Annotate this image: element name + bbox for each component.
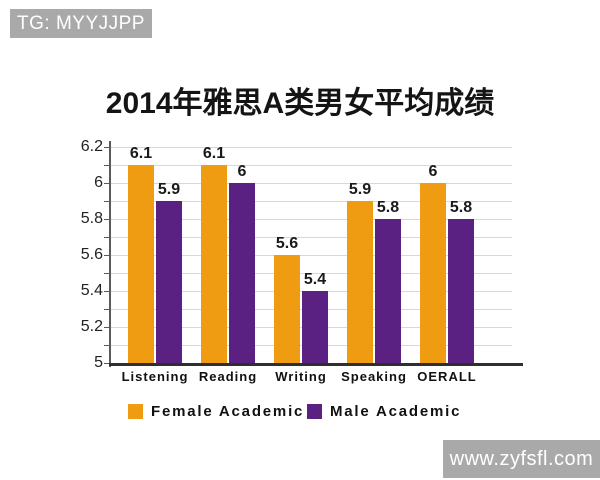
bar-value-label: 5.6 <box>275 235 299 252</box>
y-axis-tick <box>104 219 111 220</box>
y-axis-tick <box>104 327 111 328</box>
gridline <box>111 273 512 274</box>
y-axis-tick <box>104 237 111 238</box>
gridline <box>111 255 512 256</box>
male-bar-reading <box>229 183 255 363</box>
y-axis-tick-label: 5.8 <box>80 210 103 227</box>
y-axis-tick-label: 6.2 <box>80 138 103 155</box>
y-axis-tick <box>104 183 111 184</box>
bar-value-label: 5.9 <box>348 181 372 198</box>
female-bar-oerall <box>420 183 446 363</box>
male-bar-listening <box>156 201 182 363</box>
y-axis-tick-label: 5.4 <box>80 282 103 299</box>
bar-value-label: 5.8 <box>376 199 400 216</box>
legend-item-female: Female Academic <box>128 403 304 420</box>
category-label-listening: Listening <box>121 369 189 384</box>
category-label-writing: Writing <box>275 369 327 384</box>
y-axis-line <box>109 141 111 367</box>
y-axis-tick <box>104 255 111 256</box>
y-axis-tick-label: 5.2 <box>80 318 103 335</box>
bar-value-label: 5.4 <box>303 271 327 288</box>
y-axis-tick <box>104 345 111 346</box>
category-label-oerall: OERALL <box>417 369 477 384</box>
female-series-swatch <box>128 404 143 419</box>
y-axis-tick <box>104 291 111 292</box>
male-bar-oerall <box>448 219 474 363</box>
y-axis-tick <box>104 201 111 202</box>
female-series-label: Female Academic <box>151 403 305 420</box>
telegram-watermark-badge: TG: MYYJJPP <box>10 9 152 38</box>
category-label-speaking: Speaking <box>341 369 407 384</box>
bar-value-label: 5.9 <box>157 181 181 198</box>
gridline <box>111 201 512 202</box>
y-axis-tick-label: 6 <box>94 174 103 191</box>
bar-value-label: 5.8 <box>449 199 473 216</box>
y-axis-tick <box>104 309 111 310</box>
bar-value-label: 6.1 <box>202 145 226 162</box>
y-axis-tick <box>104 147 111 148</box>
bar-value-label: 6.1 <box>129 145 153 162</box>
x-axis-line <box>109 363 523 366</box>
gridline <box>111 237 512 238</box>
male-series-label: Male Academic <box>330 403 462 420</box>
legend-item-male: Male Academic <box>307 403 461 420</box>
female-bar-writing <box>274 255 300 363</box>
chart-title: 2014年雅思A类男女平均成绩 <box>105 87 495 120</box>
website-watermark-badge: www.zyfsfl.com <box>443 440 600 478</box>
y-axis-tick <box>104 165 111 166</box>
gridline <box>111 165 512 166</box>
bar-value-label: 6 <box>237 163 247 180</box>
y-axis-tick-label: 5.6 <box>80 246 103 263</box>
female-bar-speaking <box>347 201 373 363</box>
y-axis-tick-label: 5 <box>94 354 103 371</box>
bar-value-label: 6 <box>428 163 438 180</box>
y-axis-tick <box>104 363 111 364</box>
female-bar-reading <box>201 165 227 363</box>
gridline <box>111 219 512 220</box>
female-bar-listening <box>128 165 154 363</box>
website-watermark-text: www.zyfsfl.com <box>449 448 594 470</box>
male-bar-speaking <box>375 219 401 363</box>
y-axis-tick <box>104 273 111 274</box>
male-series-swatch <box>307 404 322 419</box>
category-label-reading: Reading <box>198 369 258 384</box>
gridline <box>111 183 512 184</box>
male-bar-writing <box>302 291 328 363</box>
telegram-watermark-text: TG: MYYJJPP <box>17 13 145 34</box>
gridline <box>111 147 512 148</box>
